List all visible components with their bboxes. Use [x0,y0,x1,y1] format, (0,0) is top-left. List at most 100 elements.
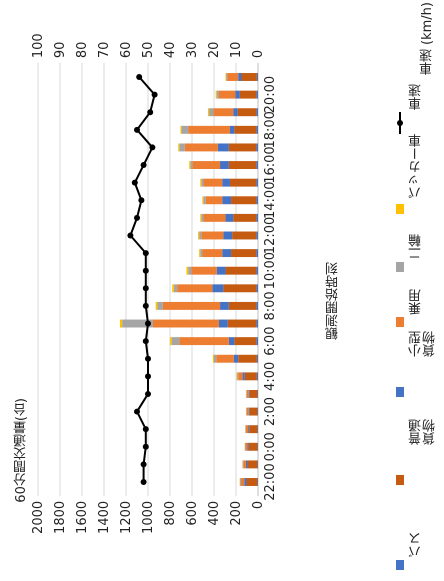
bar-segment [188,266,192,275]
bar-segment [238,73,242,81]
bar-segment [199,231,202,240]
volume-tick-label: 2000 [31,501,46,534]
speed-point [131,179,138,186]
bar-segment [245,425,246,434]
bar-segment [256,143,258,152]
bar-segment [220,161,229,170]
speed-point [142,443,149,450]
bar-segment [244,442,246,451]
bar-segment [256,266,258,275]
time-tick-label: 18:00 [263,111,278,148]
bar-segment [203,213,226,222]
volume-tick-label: 400 [207,501,222,526]
bar-segment [248,442,258,451]
bar-segment [245,425,249,434]
bar-segment [222,196,232,205]
bar-segment [200,178,202,187]
bar-segment [244,478,247,486]
bar-segment [228,161,257,170]
bar-segment [231,196,257,205]
bar-segment [170,337,172,346]
speed-point [145,355,151,362]
bar-segment [201,231,224,240]
bar-segment [228,301,257,310]
time-tick-label: 0:00 [263,432,278,461]
bar-segment [179,337,229,346]
bar-segment [152,319,219,328]
speed-point [145,390,151,397]
bar-segment [229,178,257,187]
bar-segment [198,231,200,240]
speed-point [149,144,156,151]
bar-segment [238,354,257,363]
volume-tick-label: 200 [229,501,244,526]
bar-segment [191,266,217,275]
bar-segment [256,73,258,81]
speed-point [134,408,140,415]
bar-segment [257,389,258,398]
bar-segment [242,460,244,469]
bar-segment [256,90,258,99]
bar-segment [238,372,243,381]
bar-segment [237,108,257,117]
speed-tick-label: 10 [229,42,244,59]
speed-point [145,320,151,327]
bar-segment [225,266,257,275]
bar-segment [256,319,258,328]
speed-point [142,426,149,433]
speed-point [134,214,140,221]
bar-segment [199,249,201,258]
speed-tick-label: 100 [31,33,46,58]
bar-segment [249,425,258,434]
bar-segment [227,73,239,81]
bar-segment [218,319,228,328]
bar-segment [216,90,219,99]
bar-segment [256,372,258,381]
bar-segment [205,196,223,205]
bar-segment [233,354,239,363]
bar-segment [242,372,245,381]
bar-segment [256,231,258,240]
bar-segment [223,284,257,293]
bar-segment [245,442,248,451]
bar-segment [257,425,258,434]
time-tick-label: 16:00 [263,146,278,183]
speed-point [140,479,147,485]
bar-segment [173,284,178,293]
bar-segment [240,478,245,486]
speed-tick-label: 80 [75,42,90,59]
volume-tick-label: 1800 [53,501,68,534]
bar-segment [181,125,189,134]
volume-tick-label: 1000 [141,501,156,534]
speed-point [142,250,149,257]
speed-point [127,232,134,239]
time-tick-label: 8:00 [263,291,278,320]
bar-segment [122,319,153,328]
bar-segment [246,478,258,486]
bar-segment [235,90,240,99]
bar-segment [180,125,182,134]
bar-segment [186,266,189,275]
bar-segment [177,284,213,293]
time-tick-label: 20:00 [263,76,278,113]
time-tick-label: 2:00 [263,397,278,426]
bar-segment [216,266,226,275]
bar-segment [215,90,217,99]
bar-segment [178,143,180,152]
speed-point [142,302,149,309]
speed-point [134,126,140,133]
bar-segment [220,301,229,310]
bar-segment [202,196,204,205]
bar-segment [227,319,257,328]
bar-segment [200,213,202,222]
time-tick-label: 22:00 [263,463,278,500]
bar-segment [188,125,230,134]
speed-tick-label: 20 [207,42,222,59]
bar-segment [214,354,217,363]
bar-segment [241,73,257,81]
bar-segment [192,161,221,170]
speed-tick-label: 70 [97,42,112,59]
speed-point [147,109,154,116]
bar-segment [201,178,204,187]
volume-tick-label: 600 [185,501,200,526]
